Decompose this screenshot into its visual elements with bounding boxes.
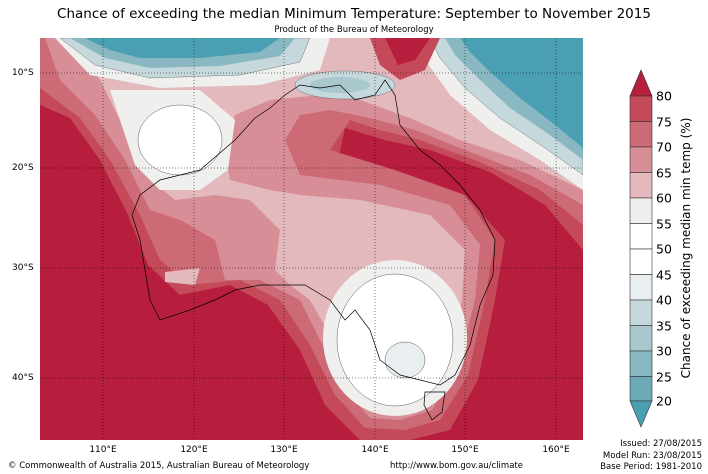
- colorbar-tick: 40: [656, 292, 672, 308]
- region-40-45: [384, 341, 426, 379]
- lat-label: 30°S: [12, 263, 34, 273]
- colorbar-tick: 35: [656, 318, 672, 333]
- colorbar-tick: 20: [656, 393, 672, 409]
- map-subtitle: Product of the Bureau of Meteorology: [274, 25, 434, 35]
- issue-info: Issued: 27/08/2015 Model Run: 23/08/2015…: [600, 439, 702, 474]
- lat-label: 10°S: [12, 68, 34, 78]
- lat-label: 20°S: [12, 163, 34, 173]
- colorbar-tick: 70: [656, 139, 672, 155]
- lon-label: 160°E: [542, 445, 570, 455]
- model-run-date: Model Run: 23/08/2015: [602, 450, 702, 461]
- lon-label: 120°E: [180, 445, 208, 455]
- tasmania-coastline: [423, 391, 446, 421]
- colorbar-tick: 45: [656, 267, 672, 282]
- base-period: Base Period: 1981-2010: [600, 462, 702, 472]
- colorbar-tick: 25: [656, 369, 672, 384]
- issued-date: Issued: 27/08/2015: [620, 439, 702, 449]
- colorbar-tick: 60: [656, 190, 672, 206]
- copyright-text: © Commonwealth of Australia 2015, Austra…: [8, 461, 310, 471]
- lon-label: 110°E: [89, 445, 117, 455]
- colorbar-tick: 30: [656, 343, 672, 359]
- lon-label: 140°E: [361, 445, 389, 455]
- graticule: [40, 38, 583, 440]
- australia-coastline: [131, 79, 496, 386]
- colorbar-tick: 55: [656, 216, 672, 231]
- website-link[interactable]: http://www.bom.gov.au/climate: [390, 461, 523, 471]
- lat-label: 40°S: [12, 373, 34, 383]
- lon-label: 130°E: [270, 445, 298, 455]
- colorbar: [629, 69, 653, 428]
- lon-label: 150°E: [451, 445, 479, 455]
- colorbar-tick: 75: [656, 114, 672, 129]
- colorbar-tick: 65: [656, 165, 672, 180]
- colorbar-label: Chance of exceeding median min temp (%): [679, 117, 693, 379]
- colorbar-tick: 50: [656, 241, 672, 257]
- map-title: Chance of exceeding the median Minimum T…: [57, 6, 651, 22]
- colorbar-tick: 80: [656, 88, 672, 104]
